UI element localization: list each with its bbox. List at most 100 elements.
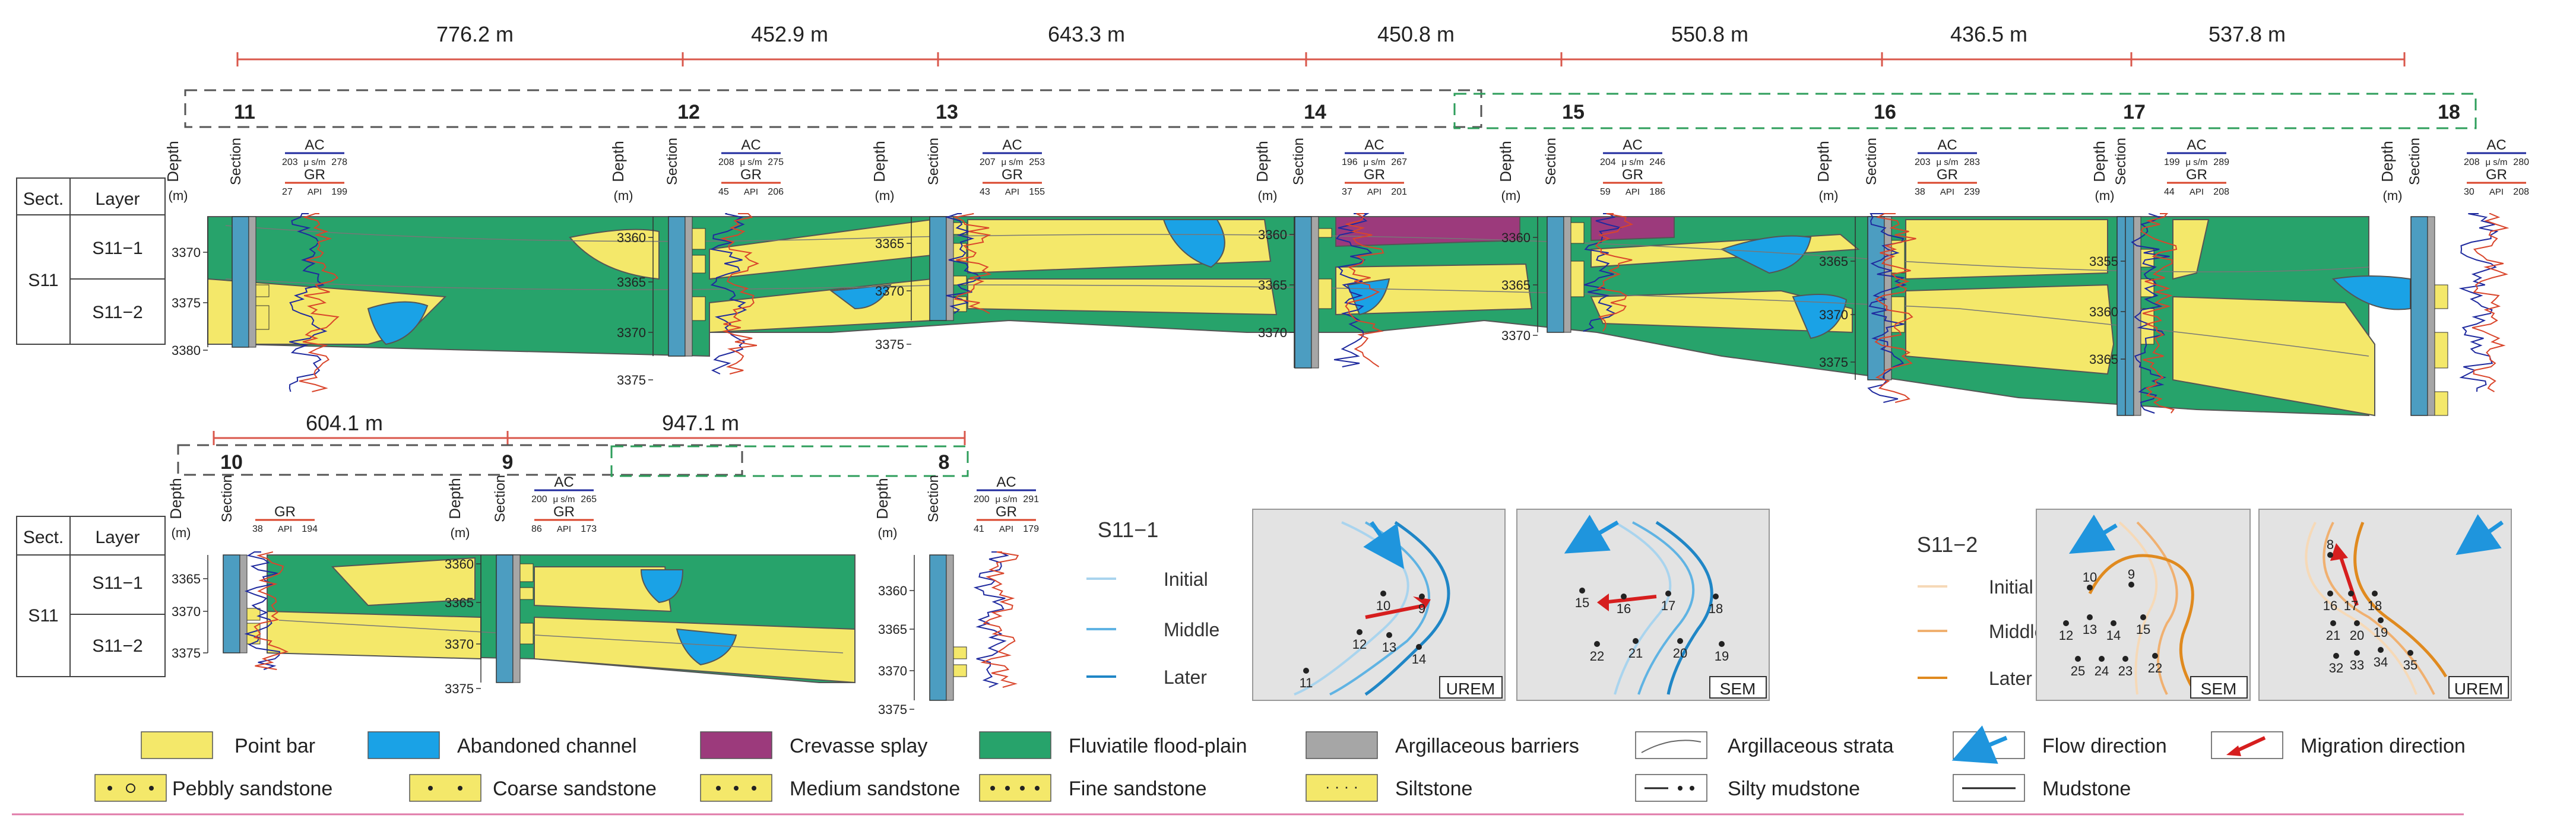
gr-unit: API [1005,187,1019,197]
ac-unit: μ s/m [1364,157,1386,167]
layer-label-lower: S11−2 [92,636,142,656]
depth-header: Depth [2378,141,2396,182]
well-marker [1665,591,1671,596]
ac-max: 280 [2513,157,2529,167]
bottom-cross-section: 604.1 m 947.1 m 10 9 8 Sect. Layer S11 S… [16,411,1039,717]
s11-2-key: S11−2 Initial Middle Later [1917,532,2045,689]
gr-unit: API [1367,187,1382,197]
legend-label: Medium sandstone [790,778,960,800]
table-header-layer: Layer [95,189,140,209]
section-column [223,554,240,653]
table-header-layer: Layer [95,528,140,547]
ac-label: AC [1364,137,1384,153]
depth-tick-label: 3375 [617,373,646,388]
well-column-10: Depth (m) Section 3365 3370 3375 GR 38 API 194 [167,475,318,670]
well-marker [2087,585,2093,591]
ac-curve [709,213,747,375]
section-header: Section [926,138,942,185]
ac-min: 196 [1342,157,1358,167]
ac-curve [289,213,328,392]
depth-tick-label: 3365 [445,595,474,610]
well-marker-label: 16 [1617,601,1631,616]
well-column-18: Depth (m) Section AC 208 μ s/m 280 GR 30 API 208 [2378,137,2529,416]
s11-2-initial-label: Initial [1989,576,2033,598]
ac-min: 204 [1600,157,1616,167]
svg-text:· · · ·: · · · · [1325,778,1358,795]
top-well-columns: Depth (m) Section 3370 3375 3380 AC 203 μ s/m 278… [164,137,2529,416]
legend-swatch-coarse-sandstone [409,774,481,802]
ac-label: AC [2187,137,2206,153]
ac-unit: μ s/m [304,157,326,167]
well-column-11: Depth (m) Section 3370 3375 3380 AC 203 μ s/m 278… [164,137,347,392]
flow-direction-arrow-icon [1363,521,1405,569]
depth-tick-label: 3365 [617,275,646,290]
ac-max: 283 [1964,157,1980,167]
depth-tick-label: 3375 [172,646,201,661]
well-marker-label: 14 [1412,652,1426,667]
top-facies-body [207,216,2411,417]
layer-label-upper: S11−1 [92,239,142,258]
sand-block [2434,332,2448,369]
section-column [929,554,947,701]
depth-unit: (m) [172,525,191,540]
depth-tick-label: 3365 [1819,254,1848,269]
well-marker-label: 13 [1382,640,1396,655]
sand-block [1891,296,1905,333]
depth-unit: (m) [451,525,470,540]
depth-tick-label: 3360 [617,230,646,245]
inset-tag: UREM [1446,680,1495,698]
well-column-12: Depth (m) Section 3360 3365 3370 3375 AC 208 μ s/… [609,137,784,388]
legend-swatch-siltstone [1306,774,1378,802]
gr-min: 27 [282,187,293,197]
gr-min: 41 [974,524,984,534]
depth-tick-label: 3370 [445,637,474,652]
gr-max: 201 [1391,187,1407,197]
legend-label: Argillaceous strata [1728,735,1894,757]
ac-max: 265 [581,494,597,504]
ac-unit: μ s/m [1937,157,1959,167]
ac-min: 203 [1915,157,1931,167]
depth-header: Depth [164,141,182,182]
legend-label: Pebbly sandstone [172,778,332,800]
gr-curve [720,213,759,375]
well-marker-label: 19 [1715,649,1729,664]
well-column-14: Depth (m) Section 3360 3365 3370 AC 196 μ s/m 267… [1253,137,1407,369]
ac-label: AC [1623,137,1642,153]
layer-label-upper: S11−1 [92,573,142,593]
group-box-sem [610,445,969,477]
legend-swatch-argillaceous-strata [1635,731,1707,759]
gr-label: GR [1002,167,1023,183]
well-column-8: Depth (m) Section 3360 3365 3370 3375 AC 200 μ s/… [873,474,1039,717]
ac-min: 200 [974,494,990,504]
well-marker-label: 18 [1709,601,1723,616]
well-marker-label: 10 [1376,598,1390,613]
legend-label: Silty mudstone [1728,778,1860,800]
ac-min: 203 [282,157,298,167]
legend-swatch-flood-plain [979,731,1051,759]
well-marker [2333,653,2339,659]
sand-block [519,623,534,645]
inset-tag: UREM [2454,680,2503,698]
well-marker-label: 16 [2323,598,2337,613]
depth-unit: (m) [878,525,898,540]
layer-label-lower: S11−2 [92,303,142,322]
ac-curve [1583,213,1622,332]
sect-label: S11 [28,606,58,626]
gr-curve [1595,213,1634,332]
gr-label: GR [1937,167,1958,183]
well-column-9: Depth (m) Section 3360 3365 3370 3375 AC 200 μ s/… [445,474,597,696]
well-marker-label: 21 [1628,646,1643,661]
sand-block [519,563,534,582]
gr-label: GR [1622,167,1643,183]
gr-unit: API [557,524,571,534]
legend-label: Siltstone [1395,778,1472,800]
gr-label: GR [1364,167,1385,183]
legend-label: Argillaceous barriers [1395,735,1579,757]
well-number: 8 [939,451,950,474]
well-number: 13 [936,101,958,123]
section-header: Section [219,475,235,522]
depth-tick-label: 3375 [172,296,201,310]
well-marker-label: 21 [2326,628,2340,643]
top-cross-section: 776.2 m 452.9 m 643.3 m 450.8 m 550.8 m … [16,22,2529,417]
gr-label: GR [274,504,296,520]
